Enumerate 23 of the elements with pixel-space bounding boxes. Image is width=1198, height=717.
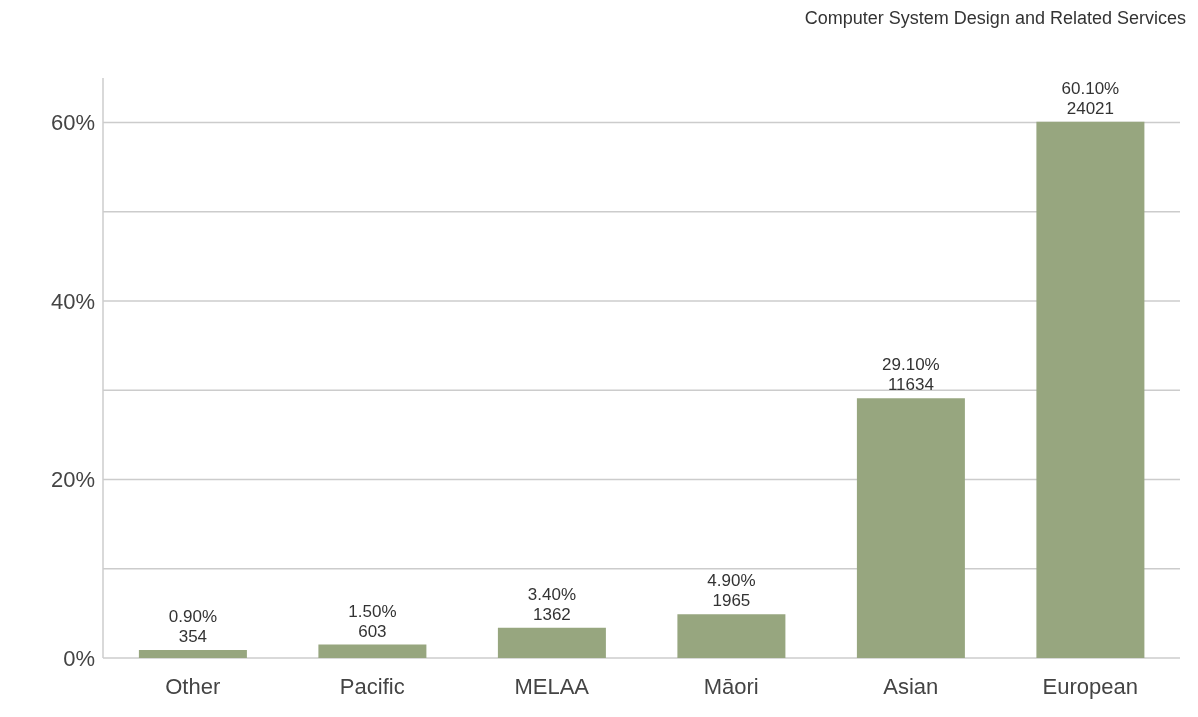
x-tick-label: Asian <box>883 673 939 699</box>
data-label: 0.90% 354 <box>168 606 217 646</box>
data-label: 4.90% 1965 <box>707 571 756 611</box>
x-tick-label: European <box>1042 673 1138 699</box>
y-tick-label: 0% <box>63 645 95 671</box>
data-label: 60.10% 24021 <box>1061 78 1120 118</box>
x-tick-label: Pacific <box>339 673 405 699</box>
bar <box>677 614 786 658</box>
x-tick-label: Māori <box>703 673 759 699</box>
bar <box>1036 121 1145 658</box>
y-tick-label: 20% <box>50 467 95 493</box>
y-tick-label: 40% <box>50 288 95 314</box>
bar <box>318 644 427 658</box>
data-label: 3.40% 1362 <box>527 584 576 624</box>
bar <box>497 627 606 658</box>
data-label: 29.10% 11634 <box>882 355 940 395</box>
chart-title: Computer System Design and Related Services <box>803 8 1187 30</box>
data-label: 1.50% 603 <box>348 601 397 641</box>
y-tick-label: 60% <box>50 110 95 136</box>
bar <box>856 398 965 658</box>
bar <box>138 649 247 658</box>
x-tick-label: Other <box>165 673 221 699</box>
x-tick-label: MELAA <box>514 673 590 699</box>
